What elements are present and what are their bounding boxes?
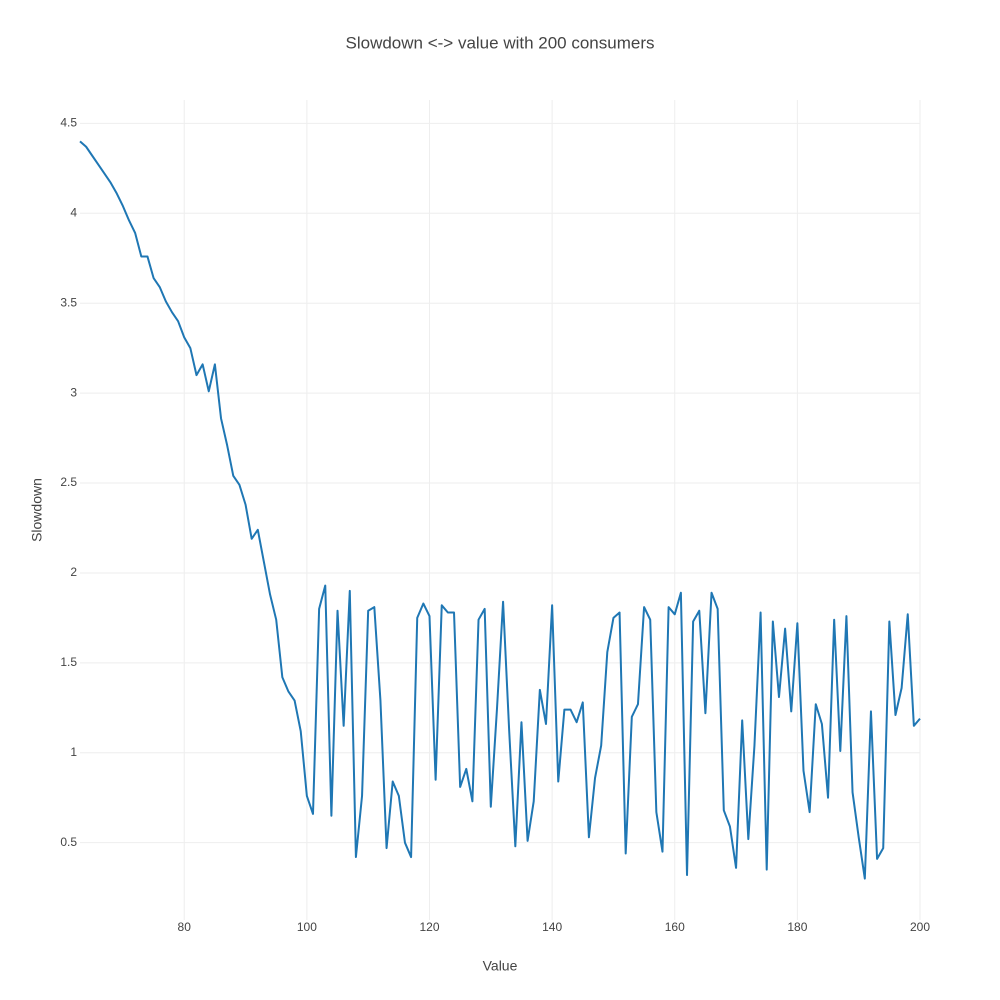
y-tick-label: 2.5 [60, 475, 77, 489]
y-tick-label: 1 [70, 745, 77, 759]
y-tick-label: 4 [70, 205, 77, 219]
y-tick-label: 4.5 [60, 116, 77, 130]
y-tick-label: 0.5 [60, 835, 77, 849]
y-tick-label: 3.5 [60, 295, 77, 309]
x-tick-label: 140 [542, 920, 562, 934]
x-tick-label: 160 [665, 920, 685, 934]
x-tick-label: 100 [297, 920, 317, 934]
y-tick-label: 1.5 [60, 655, 77, 669]
chart-title: Slowdown <-> value with 200 consumers [346, 33, 655, 52]
y-tick-label: 2 [70, 565, 77, 579]
y-axis-label: Slowdown [29, 478, 45, 542]
y-tick-label: 3 [70, 385, 77, 399]
x-tick-label: 120 [419, 920, 439, 934]
x-tick-label: 80 [178, 920, 192, 934]
x-axis-label: Value [483, 958, 518, 974]
x-tick-label: 180 [787, 920, 807, 934]
x-tick-label: 200 [910, 920, 930, 934]
data-line [79, 140, 921, 880]
